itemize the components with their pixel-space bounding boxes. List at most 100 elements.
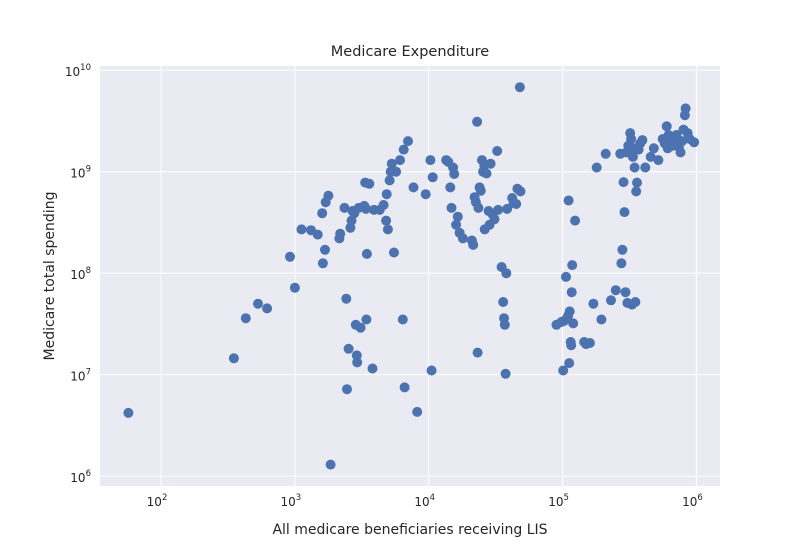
x-tick-base: 10 [281,495,296,509]
data-point [408,182,419,193]
data-point [446,202,457,213]
data-point [619,207,630,218]
y-tick-label: 107 [70,368,91,384]
x-tick-exponent: 6 [697,493,702,503]
data-point [403,136,413,147]
data-point [361,314,372,325]
data-point [449,169,460,179]
x-tick-label: 105 [548,493,569,509]
chart-title: Medicare Expenditure [331,44,490,60]
data-point [445,182,456,193]
y-tick-exponent: 7 [86,368,91,378]
y-tick-label: 109 [70,165,91,181]
data-point [564,306,575,317]
data-point [620,287,631,298]
data-point [296,224,307,235]
y-tick-exponent: 9 [86,165,91,175]
data-point [618,177,629,188]
data-point [378,200,389,210]
data-point [395,155,405,166]
data-point [481,168,492,179]
x-tick-exponent: 5 [564,493,569,503]
data-point [631,186,642,197]
y-tick-exponent: 6 [86,469,91,479]
data-point [645,151,656,162]
data-point [323,190,334,201]
y-tick-base: 10 [65,65,80,79]
data-point [426,365,437,376]
data-point [312,229,323,240]
data-point [367,363,378,374]
data-point [680,103,691,114]
y-tick-label: 108 [70,266,91,282]
y-axis-label: Medicare total spending [42,192,58,361]
x-tick-labels: 102 103 104 105 106 [147,493,703,509]
data-point [499,319,510,330]
data-point [627,151,638,162]
plot-background [100,66,720,486]
data-point [386,158,397,169]
data-points [123,82,700,470]
data-point [489,214,500,225]
y-tick-base: 10 [70,471,85,485]
data-point [341,293,352,304]
y-tick-exponent: 10 [80,63,91,73]
data-point [123,407,134,418]
data-point [584,338,595,348]
data-point [228,353,239,364]
data-point [675,147,686,158]
data-point [493,204,504,215]
data-point [451,219,462,230]
data-point [626,134,637,144]
data-point [498,297,509,307]
y-tick-label: 106 [70,469,91,485]
data-point [511,199,522,209]
data-point [689,137,700,148]
data-point [637,135,648,146]
data-point [253,298,263,309]
data-point [457,233,468,244]
y-tick-base: 10 [70,167,85,181]
x-tick-exponent: 2 [162,493,167,503]
data-point [567,260,578,271]
grid [100,66,720,486]
data-point [420,189,431,200]
data-point [342,384,352,395]
data-point [485,158,496,169]
data-point [381,189,392,200]
data-point [606,295,616,306]
data-point [289,282,300,293]
data-point [616,258,627,269]
data-point [325,459,336,470]
data-point [285,251,295,262]
x-tick-base: 10 [147,495,162,509]
data-point [563,195,574,206]
data-point [391,166,402,177]
data-point [399,382,410,393]
data-point [389,247,399,258]
data-point [475,185,486,196]
data-point [355,322,366,333]
data-point [361,203,371,214]
data-point [515,186,526,197]
data-point [570,215,581,226]
x-tick-label: 106 [682,493,703,509]
data-point [473,202,484,213]
data-point [648,143,659,154]
data-point [472,116,483,127]
data-point [262,303,273,314]
x-tick-base: 10 [548,495,563,509]
data-point [514,82,525,93]
data-point [661,121,672,132]
data-point [501,268,512,279]
data-point [397,314,408,325]
data-point [500,368,511,379]
x-tick-label: 103 [281,493,302,509]
data-point [566,340,577,351]
data-point [425,155,436,166]
data-point [566,287,577,298]
data-point [240,313,251,324]
data-point [502,203,513,214]
y-tick-label: 1010 [65,63,91,79]
